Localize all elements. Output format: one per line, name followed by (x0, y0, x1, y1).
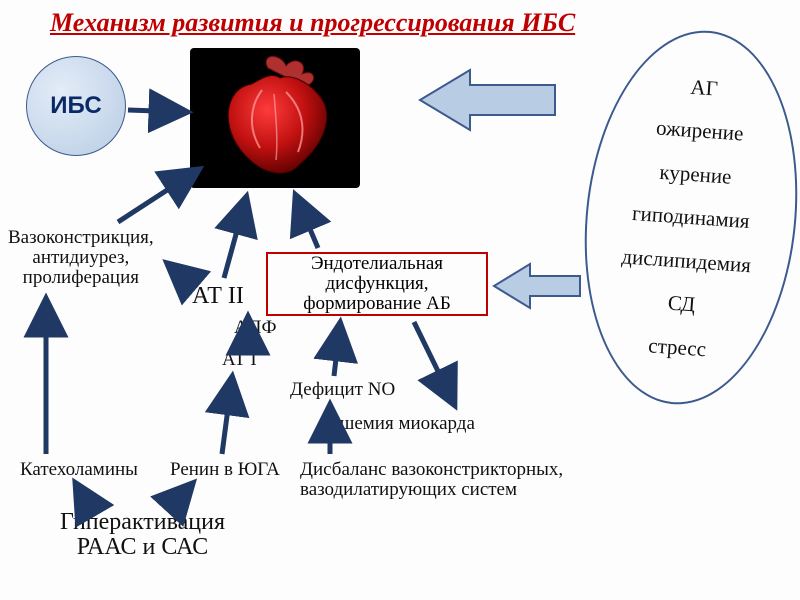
label-at1: АТ I (222, 350, 257, 370)
label-renin: Ренин в ЮГА (170, 460, 280, 480)
risk-dyslipidemia: дислипидемия (621, 244, 752, 278)
block-arrow-to-redbox (494, 264, 580, 308)
ibs-circle: ИБС (26, 56, 126, 156)
red-box-line2: дисфункция, (325, 274, 428, 294)
red-box-line1: Эндотелиальная (311, 254, 443, 274)
label-vasoconstriction: Вазоконстрикция, антидиурез, пролифераци… (8, 228, 154, 288)
red-box-line3: формирование АБ (303, 294, 451, 314)
risk-sd: СД (667, 291, 696, 318)
risk-hypodynamia: гиподинамия (631, 201, 750, 234)
label-hyperactivation: Гиперактивация РААС и САС (60, 510, 225, 560)
label-imbalance: Дисбаланс вазоконстрикторных, вазодилати… (300, 460, 563, 500)
label-no-deficit: Дефицит NO (290, 380, 395, 400)
label-ischemia: Ишемия миокарда (326, 414, 475, 434)
risk-factors-ellipse: АГ ожирение курение гиподинамия дислипид… (567, 20, 800, 415)
label-at2: АТ II (192, 284, 244, 309)
risk-ag: АГ (690, 74, 719, 101)
risk-obesity: ожирение (656, 115, 745, 146)
block-arrow-to-heart (420, 70, 555, 130)
label-apf: АПФ (234, 318, 276, 338)
heart-image (190, 48, 360, 188)
endothelial-dysfunction-box: Эндотелиальная дисфункция, формирование … (266, 252, 488, 316)
label-catecholamines: Катехоламины (20, 460, 138, 480)
risk-smoking: курение (659, 159, 733, 189)
page-title: Механизм развития и прогрессирования ИБС (50, 8, 575, 38)
risk-stress: стресс (648, 333, 707, 362)
